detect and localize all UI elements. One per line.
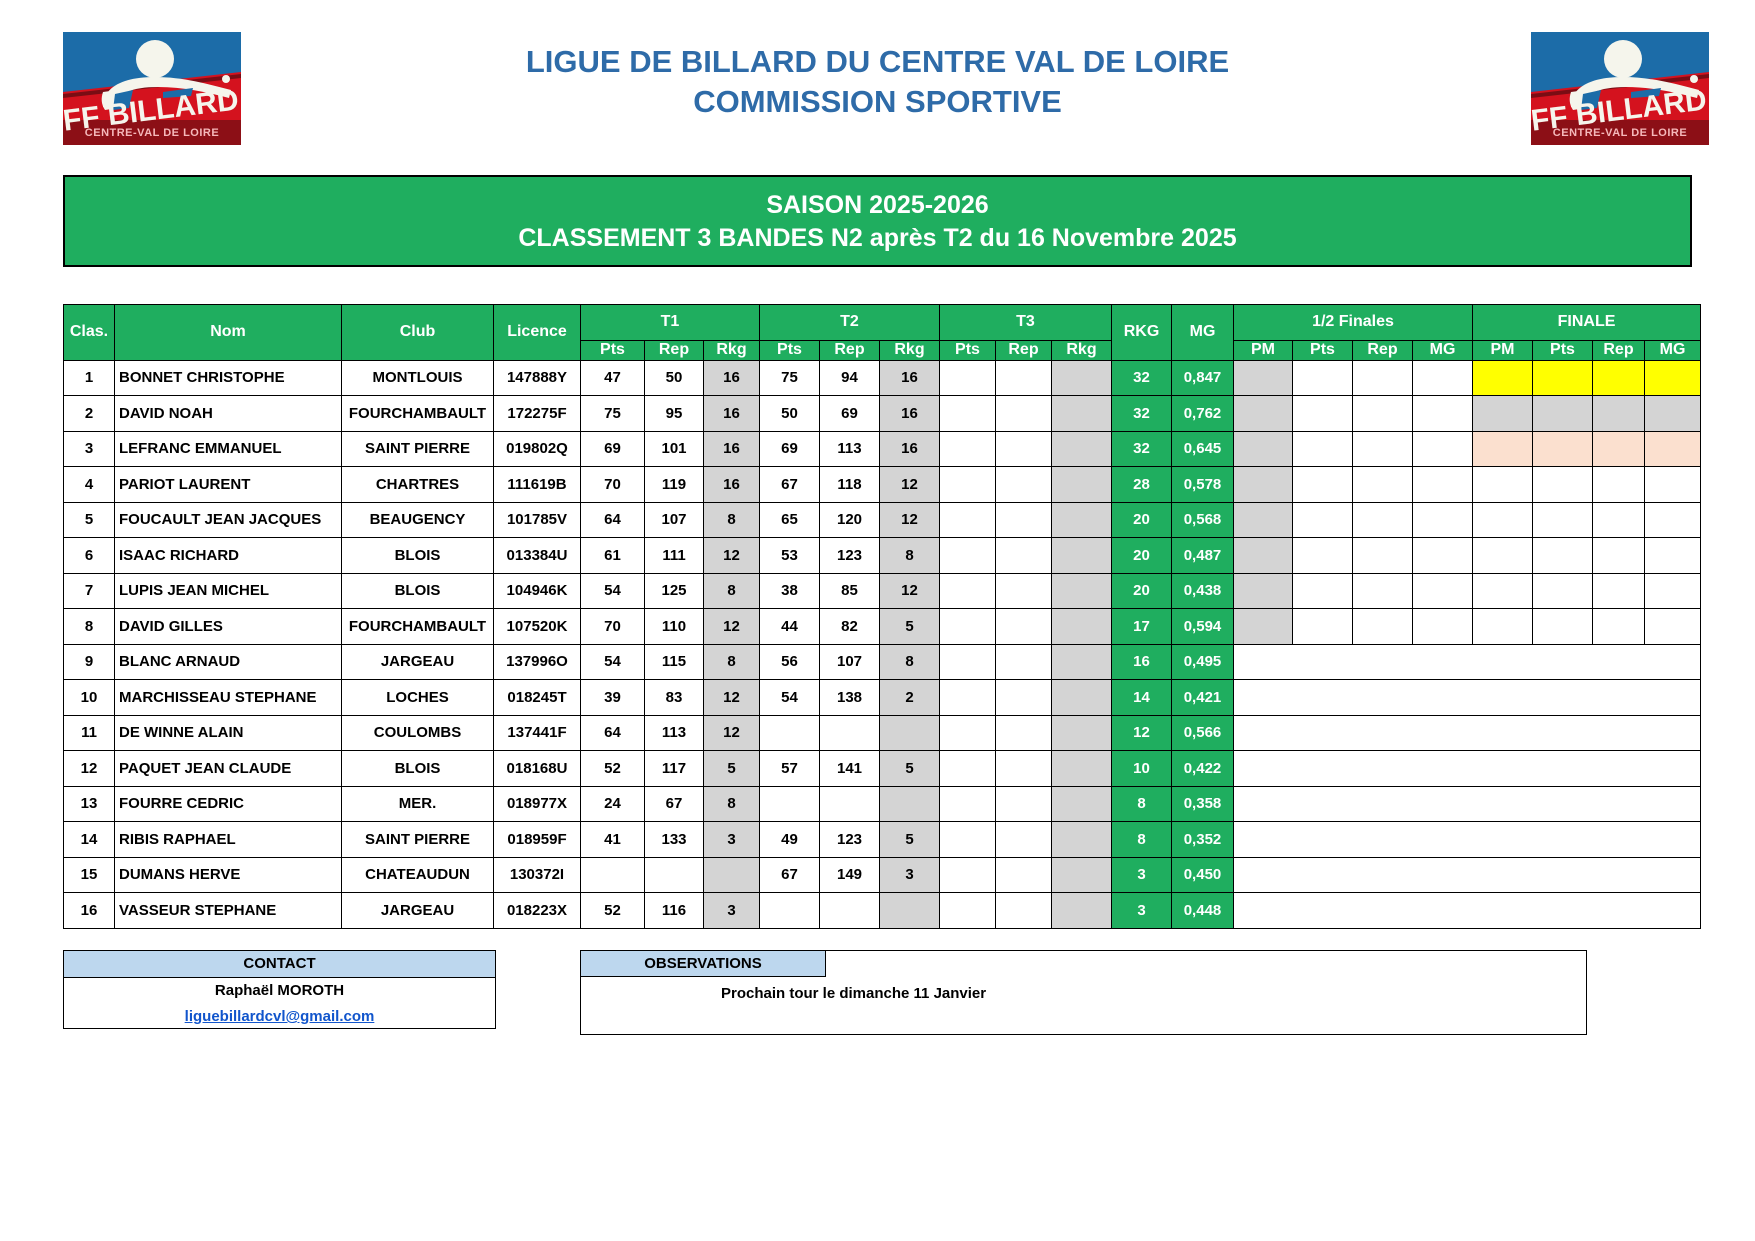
- svg-text:CENTRE-VAL DE LOIRE: CENTRE-VAL DE LOIRE: [1553, 127, 1687, 139]
- svg-text:CENTRE-VAL DE LOIRE: CENTRE-VAL DE LOIRE: [85, 127, 219, 139]
